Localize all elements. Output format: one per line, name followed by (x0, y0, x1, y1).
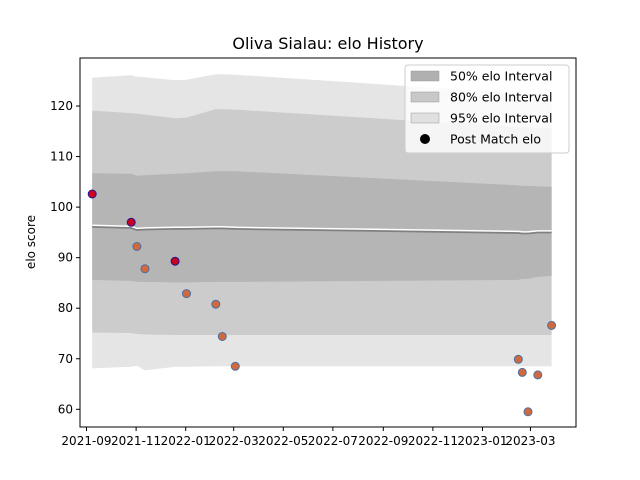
y-tick-label: 100 (50, 200, 73, 214)
post-match-point (517, 367, 527, 377)
post-match-point (217, 332, 227, 341)
y-tick-label: 120 (50, 99, 73, 113)
x-tick-label: 2023-01 (457, 434, 507, 448)
mean-line (92, 224, 552, 233)
plot-frame (79, 57, 577, 428)
post-match-point (547, 320, 557, 330)
legend: 50% elo Interval 80% elo Interval 95% elo … (404, 64, 570, 154)
post-match-point (513, 354, 523, 364)
legend-swatch (410, 91, 440, 103)
x-tick-label: 2022-05 (258, 434, 308, 448)
x-tick-label: 2022-01 (161, 434, 211, 448)
post-match-point (211, 299, 221, 309)
legend-label: 95% elo Interval (450, 111, 552, 126)
legend-swatch (410, 70, 440, 82)
y-tick-label: 90 (58, 251, 73, 265)
post-match-point (140, 264, 150, 274)
y-tick-label: 60 (58, 402, 73, 416)
x-tick-label: 2022-07 (308, 434, 358, 448)
legend-label: Post Match elo (450, 132, 541, 147)
y-axis-ticks: 60 70 80 90 100 110 120 (50, 99, 80, 416)
x-tick-label: 2022-11 (408, 434, 458, 448)
y-tick-label: 70 (58, 352, 73, 366)
legend-swatch (410, 112, 440, 124)
y-axis-label: elo score (24, 215, 38, 269)
chart-title: Oliva Sialau: elo History (232, 34, 423, 53)
x-tick-label: 2023-03 (505, 434, 555, 448)
x-tick-label: 2021-09 (61, 434, 111, 448)
x-tick-label: 2022-03 (209, 434, 259, 448)
x-tick-label: 2021-11 (111, 434, 161, 448)
legend-box (404, 64, 570, 154)
mean-line-shadow (92, 224, 552, 235)
x-tick-label: 2022-09 (358, 434, 408, 448)
post-match-markers (87, 189, 557, 417)
post-match-point (533, 370, 543, 380)
post-match-point (170, 256, 180, 266)
legend-label: 80% elo Interval (450, 90, 552, 105)
post-match-point (87, 189, 97, 199)
mean-elo-line (92, 224, 552, 235)
band-50-interval (92, 171, 552, 283)
post-match-point (126, 217, 136, 227)
post-match-point (230, 361, 240, 371)
y-tick-label: 80 (58, 301, 73, 315)
post-match-point (523, 407, 533, 417)
legend-marker (420, 134, 430, 144)
post-match-point (132, 242, 142, 251)
y-tick-label: 110 (50, 150, 73, 164)
legend-label: 50% elo Interval (450, 69, 552, 84)
post-match-point (182, 289, 191, 299)
